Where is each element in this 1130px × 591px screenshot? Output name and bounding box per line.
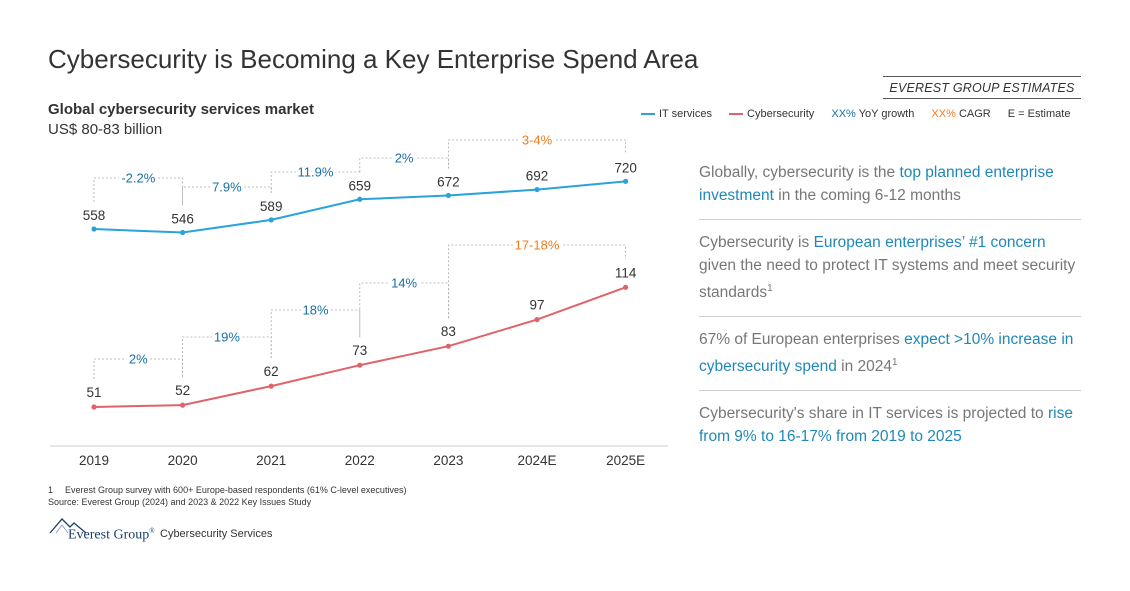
- it-services-yoy-label: -2.2%: [121, 171, 155, 186]
- x-tick-label: 2022: [345, 453, 375, 468]
- x-tick-label: 2020: [168, 453, 198, 468]
- legend-yoy: XX% YoY growth: [831, 108, 915, 121]
- footnotes: 1 Everest Group survey with 600+ Europe-b…: [48, 484, 406, 508]
- chart-legend: IT services Cybersecurity XX% YoY growth…: [641, 108, 1070, 120]
- insight-4: Cybersecurity's share in IT services is …: [699, 391, 1081, 460]
- it-services-point: [268, 217, 274, 223]
- estimates-tag: EVEREST GROUP ESTIMATES: [883, 76, 1081, 99]
- cybersecurity-yoy-label: 19%: [214, 330, 240, 345]
- insight-text: Cybersecurity's share in IT services is …: [699, 405, 1048, 423]
- it-services-point: [91, 226, 97, 232]
- mountain-icon: [49, 518, 87, 534]
- everest-group-logo: Everest Group® Cybersecurity Services: [48, 515, 308, 543]
- footnote-ref: 1: [767, 283, 773, 294]
- insight-highlight: rise from 9% to 16-17% from 2019 to 2025: [699, 405, 1073, 446]
- footnote-ref: 1: [892, 357, 898, 369]
- it-services-point: [445, 192, 451, 199]
- cybersecurity-point: [268, 383, 274, 389]
- cybersecurity-value-label: 83: [441, 324, 456, 339]
- insight-2: Cybersecurity is European enterprises’ #…: [699, 220, 1081, 318]
- insight-highlight: European enterprises’ #1 concern: [813, 234, 1046, 251]
- x-tick-label: 2025E: [606, 453, 645, 468]
- cybersecurity-point: [180, 402, 186, 408]
- page-title: Cybersecurity is Becoming a Key Enterpri…: [48, 44, 699, 74]
- it-services-cagr-bracket: [448, 139, 626, 169]
- cybersecurity-cagr-bracket: [448, 244, 626, 319]
- cybersecurity-point: [445, 343, 451, 349]
- legend-cybersecurity-swatch: [729, 113, 744, 116]
- market-size-unit: US$ 80-83 billion: [48, 121, 163, 138]
- cybersecurity-point: [91, 404, 97, 410]
- insight-highlight: top planned enterprise investment: [699, 164, 1054, 204]
- legend-it-services: IT services: [641, 108, 712, 120]
- insight-highlight: expect >10% increase in cybersecurity sp…: [699, 331, 1074, 376]
- it-services-yoy-bracket: [93, 177, 183, 206]
- it-services-value-label: 589: [260, 199, 283, 214]
- insight-text: Cybersecurity is: [699, 234, 814, 251]
- insights-panel: Globally, cybersecurity is the top plann…: [699, 150, 1081, 460]
- source-note: Source: Everest Group (2024) and 2023 & …: [48, 497, 312, 507]
- insight-3: 67% of European enterprises expect >10% …: [699, 317, 1081, 392]
- cybersecurity-cagr-label: 17-18%: [515, 238, 560, 253]
- cybersecurity-value-label: 114: [615, 265, 637, 280]
- insight-text: given the need to protect IT systems and…: [699, 257, 1076, 302]
- cybersecurity-value-label: 97: [529, 298, 544, 313]
- cybersecurity-yoy-label: 18%: [302, 303, 328, 318]
- insight-text: in the coming 6-12 months: [773, 187, 961, 204]
- line-chart: 2019 2020 2021 2022 2023 2024E 2025E 558 546 589 6…: [50, 130, 668, 468]
- chart-subtitle: Global cybersecurity services market: [48, 101, 314, 118]
- it-services-value-label: 659: [349, 178, 372, 193]
- it-services-point: [180, 229, 186, 236]
- it-services-value-label: 672: [437, 174, 460, 189]
- insight-text: 67% of European enterprises: [699, 331, 905, 349]
- cybersecurity-value-label: 62: [264, 364, 279, 379]
- cybersecurity-value-label: 51: [86, 385, 101, 400]
- it-services-point: [534, 186, 540, 193]
- cybersecurity-point: [534, 317, 540, 323]
- x-tick-label: 2024E: [517, 453, 556, 468]
- x-tick-label: 2019: [79, 453, 109, 468]
- it-services-point: [623, 178, 629, 184]
- cybersecurity-yoy-bracket: [182, 336, 272, 378]
- cybersecurity-yoy-label: 2%: [129, 352, 148, 367]
- it-services-yoy-label: 11.9%: [298, 165, 334, 180]
- insight-text: Globally, cybersecurity is the: [699, 164, 900, 181]
- practice-name: Cybersecurity Services: [160, 528, 273, 540]
- it-services-point: [357, 196, 363, 202]
- it-services-value-label: 546: [171, 212, 194, 227]
- legend-it-services-swatch: [641, 113, 655, 116]
- brand-name: Everest Group®: [68, 527, 155, 543]
- it-services-yoy-label: 2%: [395, 151, 414, 166]
- insight-1: Globally, cybersecurity is the top plann…: [699, 150, 1081, 220]
- x-tick-label: 2021: [256, 453, 286, 468]
- legend-cagr: XX% CAGR: [931, 108, 991, 121]
- it-services-cagr-label: 3-4%: [522, 133, 553, 148]
- cybersecurity-point: [623, 284, 629, 290]
- it-services-value-label: 558: [83, 208, 106, 223]
- cybersecurity-point: [357, 362, 363, 368]
- it-services-yoy-label: 7.9%: [212, 180, 242, 195]
- cybersecurity-yoy-bracket: [359, 282, 449, 338]
- it-services-yoy-bracket: [182, 186, 272, 206]
- cybersecurity-yoy-bracket: [270, 309, 361, 359]
- footnote-1: 1 Everest Group survey with 600+ Europe-b…: [48, 485, 407, 495]
- cybersecurity-value-label: 73: [352, 343, 367, 358]
- it-services-value-label: 692: [526, 169, 549, 184]
- insight-text: in 2024: [836, 358, 893, 376]
- it-services-value-label: 720: [614, 160, 637, 175]
- cybersecurity-yoy-label: 14%: [391, 276, 417, 291]
- x-tick-label: 2023: [433, 453, 463, 468]
- legend-estimate-note: E = Estimate: [1007, 108, 1071, 121]
- legend-cybersecurity: Cybersecurity: [729, 108, 814, 120]
- cybersecurity-value-label: 52: [175, 383, 190, 398]
